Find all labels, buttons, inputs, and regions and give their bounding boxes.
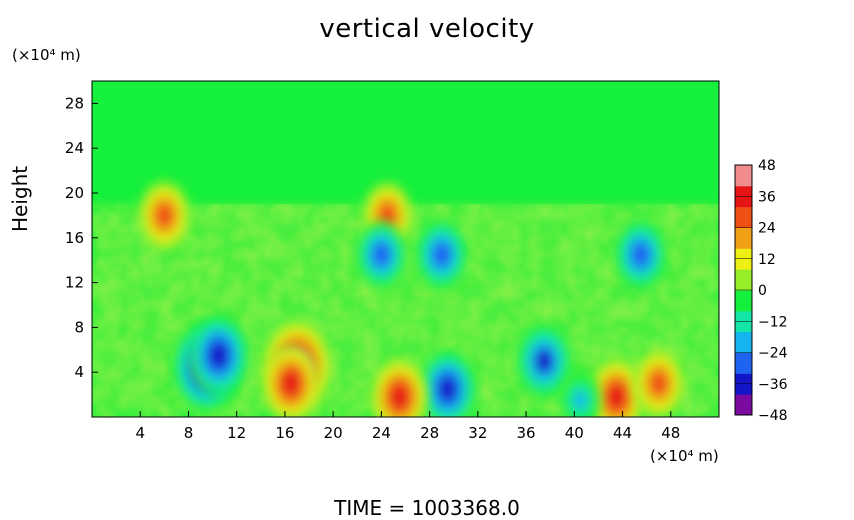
y-tick-label: 28 <box>65 94 84 112</box>
heatmap-cell <box>370 357 429 417</box>
colorbar-segment <box>735 352 752 374</box>
colorbar-segment <box>735 331 752 353</box>
y-tick-label: 24 <box>65 139 84 157</box>
colorbar-segment <box>735 165 752 187</box>
x-tick-label: 24 <box>372 424 391 442</box>
heatmap-cell <box>614 219 667 290</box>
y-tick-label: 20 <box>65 184 84 202</box>
colorbar-tick-label: −36 <box>758 377 788 393</box>
colorbar-tick-label: 36 <box>758 189 776 205</box>
y-tick-label: 12 <box>65 274 84 292</box>
x-tick-label: 4 <box>135 424 145 442</box>
heatmap-cell <box>632 348 685 417</box>
colorbar-tick-label: 12 <box>758 252 776 268</box>
x-axis-unit: (×10⁴ m) <box>650 447 719 465</box>
colorbar-tick-label: −48 <box>758 408 788 424</box>
x-tick-label: 48 <box>661 424 680 442</box>
colorbar-segment <box>735 227 752 249</box>
colorbar-tick-label: −12 <box>758 314 788 330</box>
heatmap-cell <box>262 344 320 417</box>
colorbar-tick-label: 48 <box>758 158 776 174</box>
heatmap-cell <box>356 220 407 289</box>
y-axis-unit: (×10⁴ m) <box>12 46 81 64</box>
heatmap-cell <box>418 350 477 417</box>
heatmap-area <box>92 81 719 417</box>
colorbar-segment <box>735 206 752 228</box>
x-tick-label: 28 <box>420 424 439 442</box>
colorbar-tick-label: −24 <box>758 346 788 362</box>
colorbar-segment <box>735 290 752 312</box>
x-axis-ticks: 4 8 12 16 20 24 28 32 36 40 44 48 <box>135 411 680 442</box>
y-tick-label: 8 <box>74 318 84 336</box>
plot-frame <box>91 80 720 418</box>
y-tick-label: 4 <box>74 363 84 381</box>
heatmap-cell <box>560 372 601 417</box>
x-tick-label: 20 <box>324 424 343 442</box>
x-tick-label: 16 <box>275 424 294 442</box>
x-tick-label: 44 <box>613 424 632 442</box>
x-tick-label: 36 <box>517 424 536 442</box>
colorbar-tick-label: 0 <box>758 283 767 299</box>
x-tick-label: 32 <box>468 424 487 442</box>
x-tick-label: 40 <box>565 424 584 442</box>
colorbar-tick-label: 24 <box>758 221 776 237</box>
chart-title: vertical velocity <box>319 14 535 44</box>
x-tick-label: 12 <box>227 424 246 442</box>
heatmap-cell <box>138 180 191 251</box>
x-tick-label: 8 <box>184 424 194 442</box>
time-label: TIME = 1003368.0 <box>334 496 520 520</box>
heatmap-cell <box>516 323 572 399</box>
y-tick-label: 16 <box>65 229 84 247</box>
colorbar-segment <box>735 269 752 291</box>
y-axis-ticks: 4 8 12 16 20 24 28 <box>65 94 98 381</box>
heatmap-cell <box>415 219 468 290</box>
colorbar-segment <box>735 394 752 416</box>
heatmap-cell <box>587 357 646 417</box>
heatmap-cell <box>188 314 250 397</box>
colorbar: 48 36 24 12 0 −12 −24 −36 −48 <box>734 158 788 424</box>
